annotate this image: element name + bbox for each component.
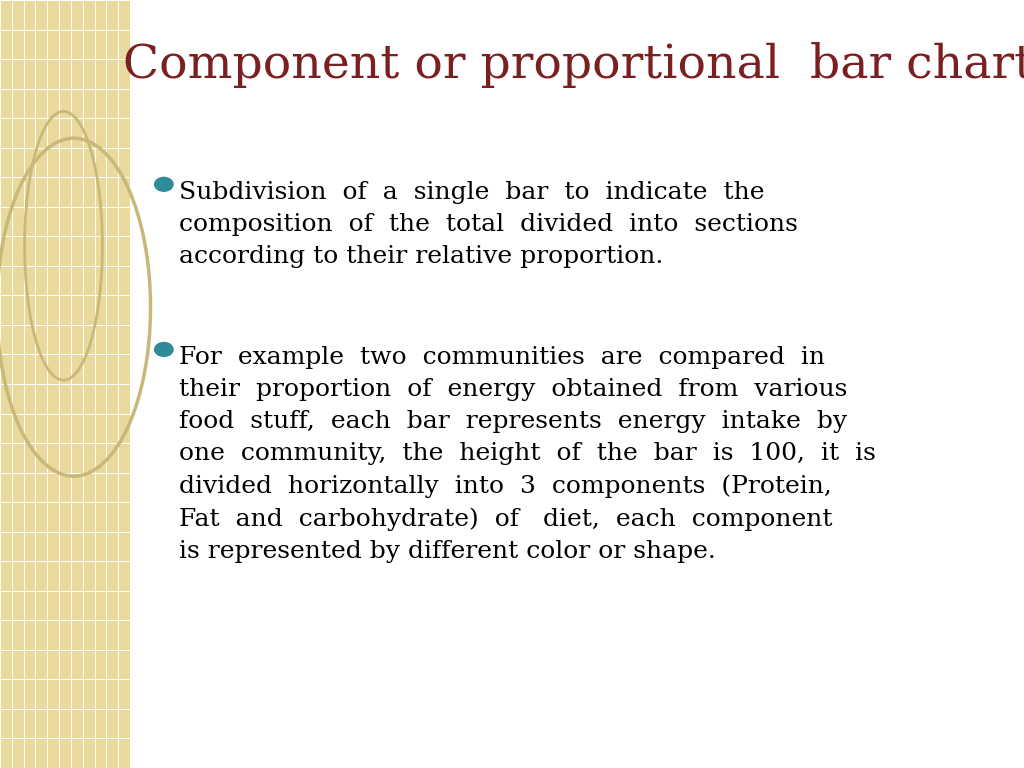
Text: Subdivision  of  a  single  bar  to  indicate  the
composition  of  the  total  : Subdivision of a single bar to indicate … xyxy=(179,181,798,268)
Text: For  example  two  communities  are  compared  in
their  proportion  of  energy : For example two communities are compared… xyxy=(179,346,877,563)
Text: Component or proportional  bar chart: Component or proportional bar chart xyxy=(124,42,1024,88)
Circle shape xyxy=(155,177,173,191)
Bar xyxy=(0,0,130,768)
Circle shape xyxy=(155,343,173,356)
